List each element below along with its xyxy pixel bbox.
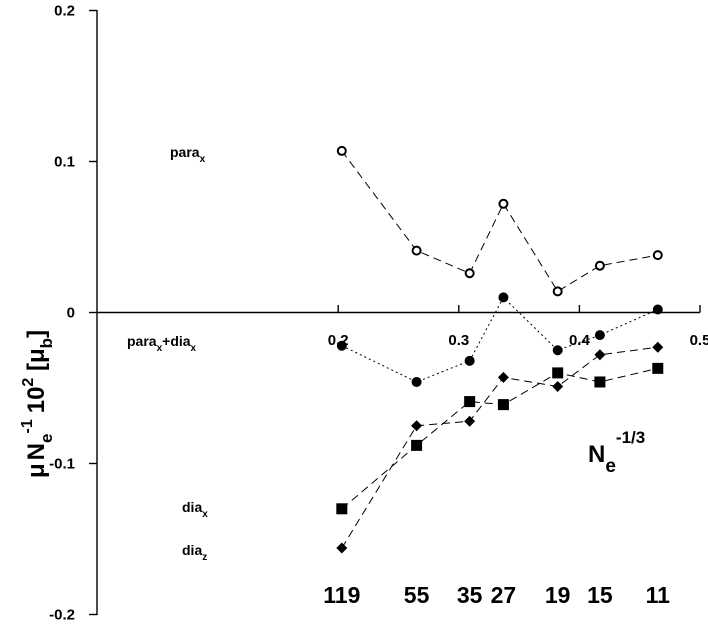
x-axis: 0.2 0.3 0.4 0.5: [97, 305, 708, 349]
data-point: [411, 376, 422, 387]
y-tick-label: 0: [67, 305, 75, 322]
atom-count-label: 19: [545, 582, 571, 608]
data-point: [411, 439, 423, 451]
atom-count-label: 35: [457, 582, 483, 608]
data-point: [652, 250, 663, 261]
series-dia_z: [336, 341, 664, 554]
y-tick-label: -0.1: [49, 456, 75, 473]
x-ticks: 0.2 0.3 0.4 0.5: [328, 305, 708, 349]
data-point: [411, 245, 422, 256]
data-point: [652, 341, 664, 353]
data-point: [498, 292, 509, 303]
x-tick-label: 0.5: [690, 332, 708, 349]
data-point: [498, 198, 509, 209]
series-para_x_plus_dia_x: [336, 292, 663, 387]
data-point: [497, 399, 509, 411]
x-tick-label: 0.3: [448, 332, 469, 349]
atom-counts: 119 55 35 27 19 15 11: [323, 582, 670, 608]
y-tick-label: -0.2: [49, 607, 75, 624]
data-point: [336, 542, 348, 554]
y-tick-label: 0.1: [54, 154, 75, 171]
series-para_x: [336, 145, 663, 297]
y-axis: 0.2 0.1 0 -0.1 -0.2: [49, 3, 98, 624]
y-ticks: 0.2 0.1 0 -0.1 -0.2: [49, 3, 97, 624]
data-point: [552, 286, 563, 297]
data-point: [336, 145, 347, 156]
data-point: [464, 396, 476, 408]
data-point: [497, 371, 509, 383]
data-point: [652, 304, 663, 315]
data-point: [594, 260, 605, 271]
y-tick-label: 0.2: [54, 3, 75, 20]
series-dia_x: [336, 362, 664, 515]
data-point: [464, 415, 476, 427]
label-para-x-plus-dia-x: parax+diax: [127, 333, 197, 354]
label-dia-x: diax: [182, 499, 208, 520]
atom-count-label: 27: [491, 582, 517, 608]
x-axis-title: Ne-1/3: [588, 428, 645, 477]
atom-count-label: 119: [323, 582, 360, 608]
series-labels: parax parax+diax diax diaz: [127, 144, 208, 563]
atom-count-label: 55: [404, 582, 430, 608]
data-point: [464, 268, 475, 279]
data-point: [552, 345, 563, 356]
data-point: [552, 380, 564, 392]
atom-count-label: 15: [587, 582, 613, 608]
label-para-x: parax: [170, 144, 206, 165]
data-point: [594, 330, 605, 341]
atom-count-label: 11: [646, 582, 671, 608]
series-layer: [336, 145, 664, 554]
series-line: [341, 367, 658, 510]
data-point: [594, 349, 606, 361]
data-point: [552, 367, 564, 379]
data-point: [336, 340, 347, 351]
data-point: [594, 376, 606, 388]
data-point: [411, 420, 423, 432]
data-point: [464, 355, 475, 366]
data-point: [336, 503, 348, 515]
series-line: [341, 296, 658, 383]
x-tick-label: 0.4: [569, 332, 591, 349]
data-point: [652, 362, 664, 374]
label-dia-z: diaz: [182, 542, 207, 563]
series-line: [341, 150, 658, 293]
y-axis-title: μNe-1102 [μb]: [19, 330, 56, 478]
